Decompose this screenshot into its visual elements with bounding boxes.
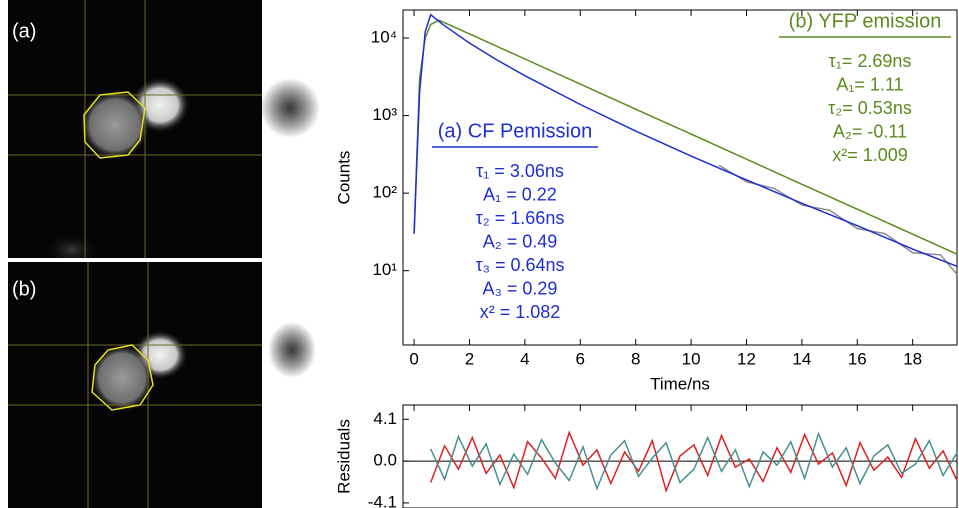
image-panel: (b) [8,262,316,508]
x-tick-label: 12 [737,349,756,368]
annotation-title: (a) CF Pemission [438,120,592,142]
annotation-line: A₁= 1.11 [836,74,903,94]
plot-frame [402,9,958,346]
image-panel: (a) [8,0,320,268]
panel-label: (a) [12,20,36,42]
annotation-line: τ₃ = 0.64ns [476,255,565,275]
x-tick-label: 8 [631,349,640,368]
annotation-title: (b) YFP emission [789,10,942,32]
annotation-line: A₃ = 0.29 [483,278,558,298]
x-tick-label: 14 [792,349,811,368]
annotation-line: A₂= -0.11 [833,121,907,141]
x-axis-label: Time/ns [650,374,710,393]
x-tick-label: 2 [465,349,474,368]
y-tick-label: 4.1 [373,409,397,428]
x-tick-label: 10 [682,349,701,368]
series-line [430,431,958,491]
annotation-line: x² = 1.082 [480,302,561,322]
y-tick-label: 0.0 [373,451,397,470]
series-line [413,13,958,267]
annotation-line: A₁ = 0.22 [483,184,557,204]
panel-label: (b) [12,278,36,300]
plot-frame [402,404,958,508]
series-line [429,430,958,494]
y-tick-label: -4.1 [368,492,397,508]
x-tick-label: 18 [903,349,922,368]
y-tick-label: 10¹ [372,260,397,279]
y-tick-label: 10² [372,183,397,202]
annotation-line: τ₂= 0.53ns [828,98,912,118]
y-tick-label: 10⁴ [371,28,397,47]
series-line [413,19,958,255]
y-axis-label: Counts [334,151,353,205]
x-tick-label: 0 [409,349,418,368]
series-line [718,164,958,275]
annotation-line: τ₁= 2.69ns [829,51,912,71]
x-tick-label: 4 [520,349,529,368]
x-tick-label: 16 [848,349,867,368]
y-axis-label: Residuals [334,419,353,494]
annotation-line: τ₂ = 1.66ns [476,208,565,228]
annotation-line: A₂ = 0.49 [483,231,558,251]
annotation-line: τ₁ = 3.06ns [476,161,564,181]
x-tick-label: 6 [576,349,585,368]
plots: 10¹ 10² 10³ 10⁴ 0 2 4 6 8 10 12 14 16 18 Time/ns Counts… [334,9,958,508]
annotation-line: x²= 1.009 [832,145,908,165]
y-tick-label: 10³ [372,105,397,124]
